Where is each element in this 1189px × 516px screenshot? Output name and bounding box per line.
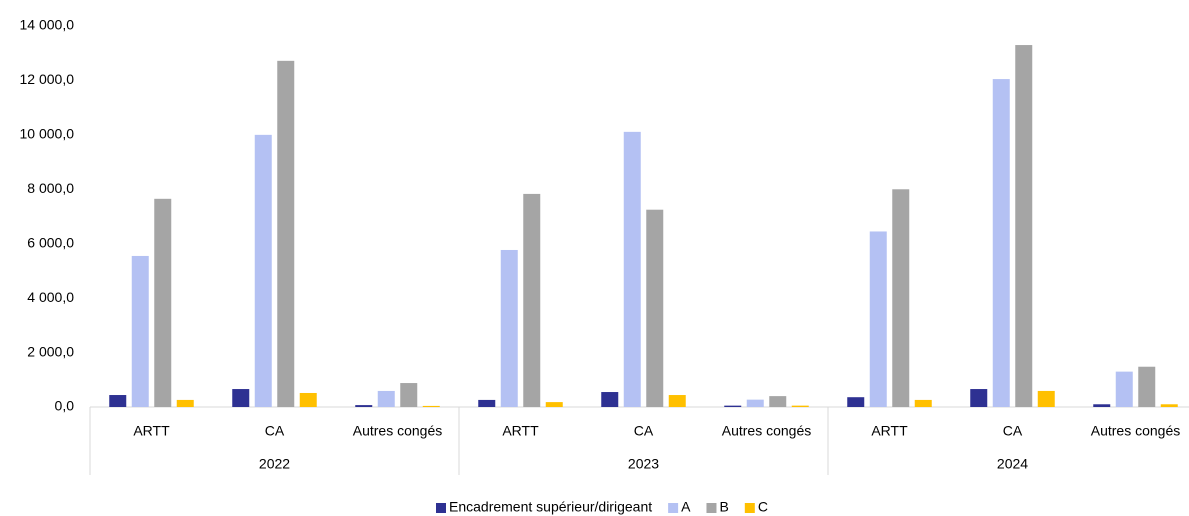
bar bbox=[914, 399, 932, 407]
bar bbox=[847, 397, 865, 407]
x-tick-label: CA bbox=[1003, 423, 1023, 439]
bar bbox=[601, 392, 619, 407]
bar bbox=[668, 395, 686, 407]
bar bbox=[724, 405, 742, 407]
bar bbox=[299, 392, 317, 407]
y-tick-label: 10 000,0 bbox=[20, 126, 75, 142]
legend-label: Encadrement supérieur/dirigeant bbox=[449, 499, 652, 515]
bar bbox=[523, 193, 541, 407]
bar bbox=[1037, 390, 1055, 407]
bar bbox=[970, 389, 988, 407]
bar bbox=[254, 134, 272, 407]
bar bbox=[1160, 404, 1178, 407]
bar bbox=[500, 249, 518, 407]
y-tick-label: 0,0 bbox=[55, 398, 75, 414]
legend-swatch bbox=[744, 503, 755, 513]
bar bbox=[869, 231, 887, 407]
x-tick-label: Autres congés bbox=[353, 423, 443, 439]
group-label: 2022 bbox=[259, 456, 290, 472]
group-label: 2023 bbox=[628, 456, 659, 472]
x-tick-label: Autres congés bbox=[1091, 423, 1181, 439]
bar bbox=[355, 405, 373, 407]
bar bbox=[377, 390, 395, 407]
x-tick-label: ARTT bbox=[502, 423, 539, 439]
group-label: 2024 bbox=[997, 456, 1028, 472]
x-tick-label: CA bbox=[265, 423, 285, 439]
x-tick-label: ARTT bbox=[871, 423, 908, 439]
y-tick-label: 2 000,0 bbox=[27, 343, 74, 359]
y-tick-label: 8 000,0 bbox=[27, 180, 74, 196]
y-tick-label: 14 000,0 bbox=[20, 17, 75, 33]
bar bbox=[992, 79, 1010, 407]
bar bbox=[769, 396, 787, 407]
bar bbox=[545, 402, 563, 407]
y-tick-label: 6 000,0 bbox=[27, 234, 74, 250]
bar bbox=[109, 395, 127, 407]
legend-label: B bbox=[719, 499, 728, 515]
bar bbox=[1115, 371, 1133, 407]
bar bbox=[623, 131, 641, 407]
bar bbox=[791, 405, 809, 407]
bar bbox=[1138, 366, 1156, 407]
bar bbox=[422, 405, 440, 407]
bar bbox=[746, 399, 764, 407]
bar bbox=[400, 383, 418, 407]
y-tick-label: 4 000,0 bbox=[27, 289, 74, 305]
x-tick-label: Autres congés bbox=[722, 423, 812, 439]
bar bbox=[131, 255, 149, 407]
bar bbox=[1015, 45, 1033, 408]
legend-swatch bbox=[706, 503, 717, 513]
bar bbox=[176, 399, 194, 407]
y-tick-label: 12 000,0 bbox=[20, 71, 75, 87]
legend-swatch bbox=[668, 503, 679, 513]
legend-label: C bbox=[758, 499, 768, 515]
x-tick-label: ARTT bbox=[133, 423, 170, 439]
x-tick-label: CA bbox=[634, 423, 654, 439]
bar bbox=[154, 198, 172, 407]
legend-label: A bbox=[681, 499, 691, 515]
bar bbox=[1093, 404, 1111, 407]
bar bbox=[232, 389, 250, 407]
bar bbox=[646, 209, 664, 407]
bar bbox=[478, 399, 496, 407]
bar bbox=[277, 60, 295, 407]
legend-swatch bbox=[436, 503, 446, 513]
bar bbox=[892, 189, 910, 407]
